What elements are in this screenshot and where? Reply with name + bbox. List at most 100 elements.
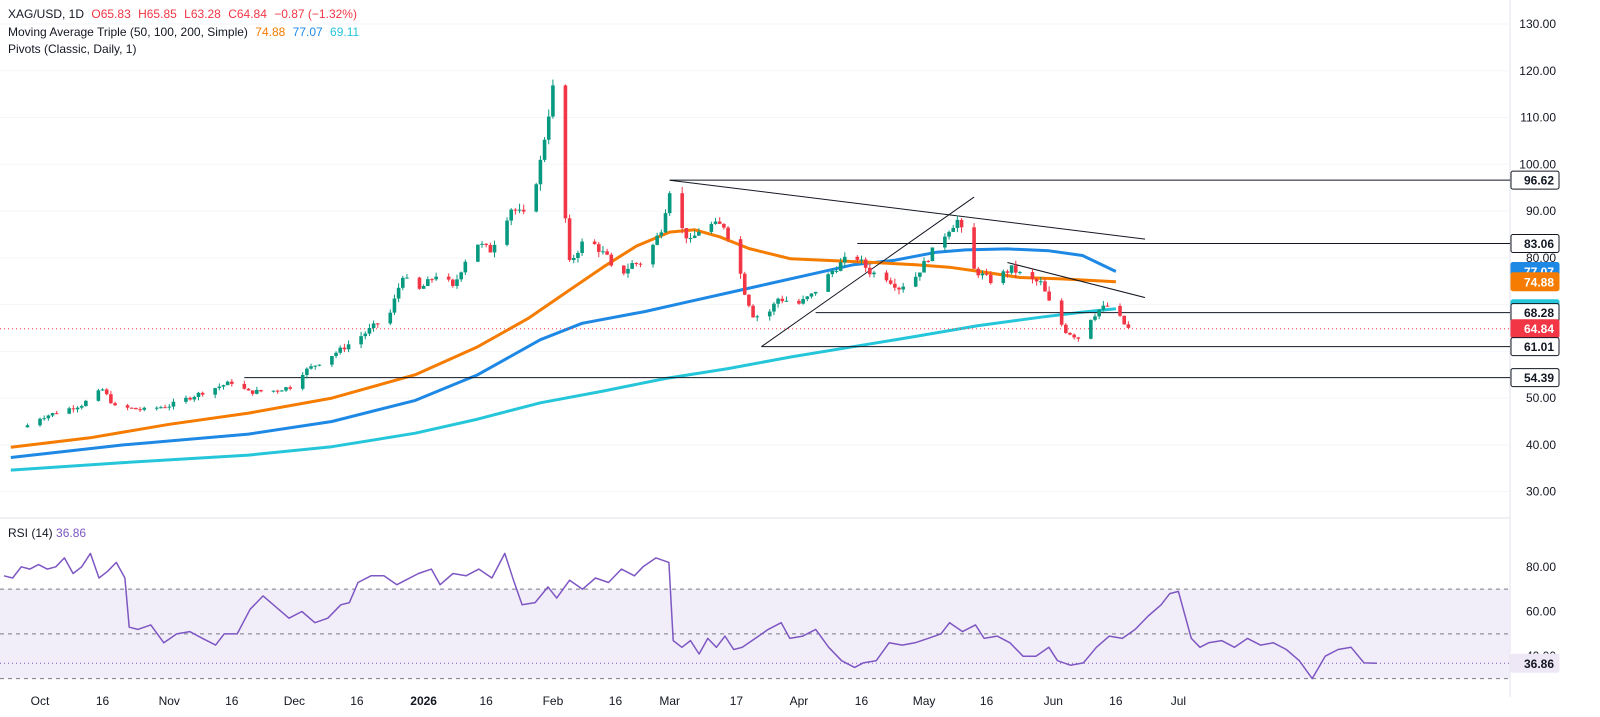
trendline[interactable] (761, 196, 975, 348)
time-axis[interactable]: Oct 16 Nov 16 Dec 16 2026 16 Feb 16 Mar 17 Apr 16 May 1… (31, 694, 1186, 708)
candle-up (96, 390, 101, 401)
ma200-line (10, 307, 1117, 472)
time-tick-label: 16 (1109, 694, 1123, 708)
rsi-line (3, 552, 1378, 680)
trendline[interactable] (669, 179, 1146, 240)
candle-up (688, 238, 693, 240)
candle-down (1059, 300, 1064, 325)
time-tick-label: Mar (659, 694, 680, 708)
candle-down (972, 227, 976, 269)
candle-up (659, 232, 664, 236)
candle-down (868, 267, 872, 275)
candle-up (192, 396, 197, 400)
candle-down (113, 403, 117, 406)
candle-up (492, 244, 497, 253)
candle-down (1105, 305, 1110, 307)
time-tick-label: 17 (730, 694, 744, 708)
price-badge-box (1510, 170, 1560, 190)
candle-up (388, 312, 393, 324)
rsi-tick-label: 60.00 (1526, 605, 1556, 619)
trendline-drawings[interactable] (0, 179, 1510, 379)
candle-up (271, 390, 276, 392)
price-badge-text: 96.62 (1524, 174, 1554, 188)
symbol-legend[interactable]: XAG/USD, 1D O65.83 H65.85 L63.28 C64.84 … (8, 6, 361, 22)
rsi-legend[interactable]: RSI (14) 36.86 (8, 526, 86, 540)
candle-up (371, 323, 376, 329)
candle-down (125, 405, 130, 408)
candle-down (609, 254, 614, 266)
price-badge: 83.06 (1510, 234, 1560, 254)
time-tick-label: 16 (225, 694, 239, 708)
price-tick-label: 50.00 (1526, 391, 1556, 405)
candlestick-series (25, 79, 1131, 428)
candle-down (888, 280, 893, 284)
candle-down (1068, 332, 1072, 335)
pivots-legend[interactable]: Pivots (Classic, Daily, 1) (8, 41, 140, 57)
candle-up (171, 401, 176, 407)
candle-down (797, 300, 801, 304)
candle-up (405, 277, 409, 279)
candle-up (784, 300, 789, 302)
candle-up (918, 272, 922, 277)
candle-up (709, 223, 714, 232)
moving-averages (10, 228, 1117, 472)
candle-up (534, 184, 539, 212)
price-badge-text: 83.06 (1524, 237, 1554, 251)
candle-down (1013, 265, 1018, 273)
price-tick-label: 100.00 (1519, 157, 1556, 171)
candle-up (338, 347, 343, 353)
candle-up (284, 387, 288, 391)
price-grid (0, 0, 1511, 697)
candle-up (692, 235, 697, 239)
candle-up (84, 400, 88, 407)
candle-down (884, 272, 889, 281)
candle-up (396, 287, 401, 299)
candle-down (622, 265, 626, 274)
candle-up (546, 116, 551, 140)
rsi-series (0, 552, 1510, 680)
candle-down (738, 239, 743, 274)
candle-down (138, 409, 142, 411)
candle-down (726, 227, 730, 240)
price-badge: 68.28 (1510, 303, 1560, 323)
candle-up (517, 209, 522, 211)
ma-legend[interactable]: Moving Average Triple (50, 100, 200, Sim… (8, 24, 363, 40)
candle-up (280, 390, 284, 392)
price-badge-box (1510, 368, 1560, 388)
price-badge: 96.62 (1510, 170, 1560, 190)
trendline[interactable] (1007, 262, 1146, 299)
candle-up (551, 85, 555, 117)
time-tick-label: 16 (96, 694, 110, 708)
price-badge: 74.88 (1510, 272, 1560, 292)
candle-up (167, 406, 172, 408)
candle-down (109, 394, 113, 404)
candle-down (747, 294, 751, 306)
candle-down (446, 276, 451, 280)
candle-down (1034, 279, 1039, 282)
time-tick-label: 16 (980, 694, 994, 708)
candle-up (225, 381, 230, 386)
candle-up (947, 231, 951, 237)
candle-up (480, 243, 484, 245)
candle-down (242, 383, 247, 389)
candle-up (1089, 319, 1093, 339)
candle-up (542, 139, 547, 160)
candle-up (626, 268, 630, 274)
price-badge-text: 74.88 (1524, 275, 1554, 289)
candle-down (1043, 281, 1047, 292)
candle-up (809, 293, 814, 297)
candle-up (142, 407, 147, 410)
time-tick-label: Jul (1171, 694, 1186, 708)
rsi-value: 36.86 (56, 526, 87, 540)
candle-down (567, 218, 572, 261)
candle-up (630, 263, 634, 269)
candle-up (843, 256, 847, 263)
candle-down (513, 209, 518, 211)
candle-down (751, 305, 755, 318)
open-value: O65.83 (91, 7, 131, 21)
candle-up (1093, 316, 1097, 320)
candle-up (426, 279, 430, 286)
candle-up (663, 213, 668, 233)
candle-down (1122, 315, 1126, 325)
